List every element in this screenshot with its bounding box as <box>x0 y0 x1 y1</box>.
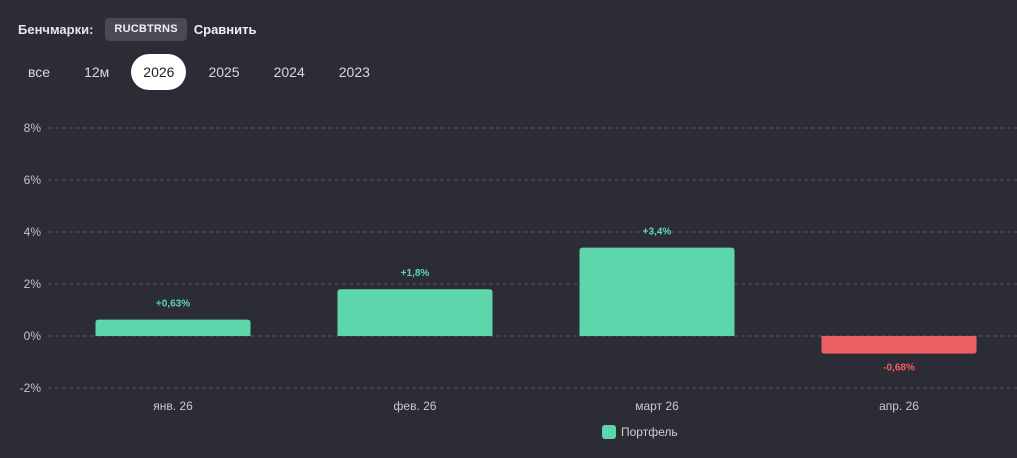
y-tick-label: 8% <box>24 121 42 135</box>
x-category-label: март 26 <box>635 399 679 413</box>
y-tick-label: 4% <box>24 225 42 239</box>
benchmark-chip[interactable]: RUCBTRNS <box>105 17 187 41</box>
benchmarks-label: Бенчмарки: <box>18 21 94 37</box>
bar-data-label: -0,68% <box>883 363 915 374</box>
y-tick-label: 6% <box>24 173 42 187</box>
chart-legend[interactable]: Портфель <box>602 425 678 439</box>
benchmarks-row: Бенчмарки: RUCBTRNS Сравнить <box>18 17 257 41</box>
tab-2024[interactable]: 2024 <box>273 64 305 80</box>
compare-button[interactable]: Сравнить <box>193 21 257 37</box>
y-tick-label: 2% <box>24 277 42 291</box>
period-tabs: все 12м 2026 2025 2024 2023 <box>16 54 392 90</box>
tab-all[interactable]: все <box>28 64 51 80</box>
y-tick-label: -2% <box>20 381 42 395</box>
x-category-label: апр. 26 <box>879 399 919 413</box>
tab-2023[interactable]: 2023 <box>338 64 370 80</box>
legend-label-portfolio[interactable]: Портфель <box>621 425 678 439</box>
y-tick-label: 0% <box>24 329 42 343</box>
bar-2[interactable] <box>579 247 735 336</box>
bar-1[interactable] <box>337 289 493 336</box>
bar-data-label: +0,63% <box>156 299 190 310</box>
bar-data-label: +3,4% <box>643 227 672 238</box>
tab-2026[interactable]: 2026 <box>131 54 187 90</box>
bar-data-label: +1,8% <box>401 268 430 279</box>
tab-12m[interactable]: 12м <box>84 64 110 80</box>
x-category-label: янв. 26 <box>153 399 193 413</box>
legend-swatch-portfolio[interactable] <box>602 425 616 439</box>
x-category-label: фев. 26 <box>394 399 437 413</box>
bar-0[interactable] <box>95 319 251 336</box>
tab-2025[interactable]: 2025 <box>208 64 240 80</box>
bar-3[interactable] <box>821 336 977 354</box>
